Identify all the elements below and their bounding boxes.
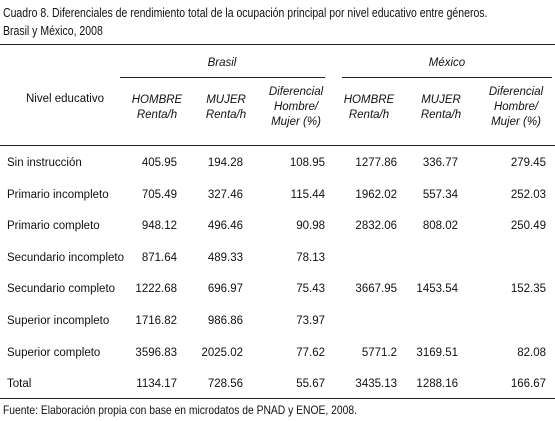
cell: 705.49	[141, 188, 177, 201]
cell: 489.33	[207, 251, 243, 264]
cell: 871.64	[141, 251, 177, 264]
cell: 252.03	[510, 188, 546, 201]
cell: 496.46	[207, 220, 243, 233]
cell: 1277.86	[355, 157, 397, 169]
bottom-rule	[0, 398, 555, 399]
source-note: Fuente: Elaboración propia con base en m…	[3, 403, 357, 417]
cell: 78.13	[296, 251, 325, 264]
subtitle: Brasil y México, 2008	[3, 24, 103, 38]
cell: 77.62	[296, 346, 325, 359]
cell: 194.28	[207, 157, 243, 169]
group-header: Brasil	[207, 57, 237, 69]
row-label: Superior completo	[7, 346, 101, 359]
column-header: MUJER Renta/h	[420, 94, 462, 121]
cell: 250.49	[510, 220, 546, 233]
cell: 1962.02	[355, 188, 397, 201]
cell: 1716.82	[135, 315, 177, 327]
cell: 108.95	[289, 157, 325, 169]
cell: 166.67	[510, 378, 546, 391]
title: Cuadro 8. Diferenciales de rendimiento t…	[3, 6, 488, 20]
column-header: Diferencial Hombre/ Mujer (%)	[268, 86, 324, 128]
column-header: HOMBRE Renta/h	[343, 94, 395, 121]
cell: 5771.2	[361, 346, 397, 359]
cell: 1222.68	[135, 283, 177, 296]
cell: 152.35	[510, 283, 546, 296]
column-header: MUJER Renta/h	[205, 94, 247, 121]
header-rule	[0, 145, 555, 146]
row-label: Sin instrucción	[7, 157, 82, 169]
column-header: Diferencial Hombre/ Mujer (%)	[488, 86, 544, 128]
group-header: México	[428, 57, 466, 69]
column-header: HOMBRE Renta/h	[131, 94, 183, 121]
cell: 90.98	[296, 220, 325, 233]
row-header: Nivel educativo	[26, 93, 104, 105]
cell: 55.67	[296, 378, 325, 391]
cell: 1134.17	[136, 378, 177, 391]
row-label: Secundario completo	[7, 283, 116, 296]
cell: 986.86	[207, 315, 243, 327]
cell: 3596.83	[135, 346, 177, 359]
cell: 1453.54	[416, 283, 458, 296]
group-rule	[342, 77, 552, 78]
cell: 73.97	[296, 315, 325, 327]
cell: 405.95	[141, 157, 177, 169]
cell: 115.44	[290, 188, 325, 201]
cell: 82.08	[517, 346, 546, 359]
row-label: Total	[7, 378, 32, 391]
cell: 75.43	[296, 283, 325, 296]
cell: 3435.13	[355, 378, 397, 391]
top-rule	[0, 44, 555, 45]
cell: 557.34	[422, 188, 458, 201]
cell: 327.46	[207, 188, 243, 201]
row-label: Primario incompleto	[7, 188, 109, 201]
group-rule	[120, 77, 325, 78]
row-label: Superior incompleto	[7, 315, 110, 327]
cell: 696.97	[207, 283, 243, 296]
cell: 2832.06	[355, 220, 397, 233]
cell: 2025.02	[201, 346, 243, 359]
cell: 3667.95	[355, 283, 397, 296]
cell: 728.56	[207, 378, 243, 391]
cell: 3169.51	[416, 346, 458, 359]
cell: 1288.16	[416, 378, 458, 391]
cell: 336.77	[422, 157, 458, 169]
row-label: Primario completo	[7, 220, 100, 233]
cell: 808.02	[422, 220, 458, 233]
row-label: Secundario incompleto	[7, 251, 124, 264]
cell: 948.12	[141, 220, 177, 233]
cell: 279.45	[510, 157, 546, 169]
